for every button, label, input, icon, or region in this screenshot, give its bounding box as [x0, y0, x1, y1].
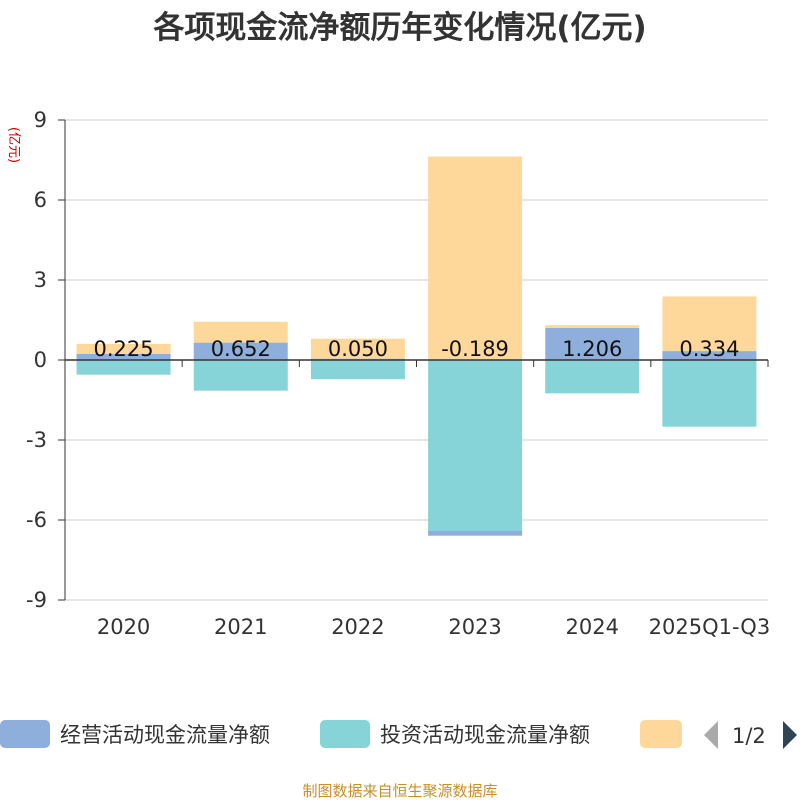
bar-2023-s1[interactable] [428, 360, 523, 531]
value-labels: 0.225 0.652 0.050 -0.189 1.206 0.334 [94, 337, 740, 361]
bar-2020-s1[interactable] [76, 360, 171, 375]
y-tick-label: -9 [26, 588, 47, 612]
bar-2020-s0[interactable] [76, 354, 171, 360]
tick-labels: 9 6 3 0 -3 -6 -9 2020 2021 2022 2023 2024 2025Q1-Q3 [26, 108, 770, 639]
x-tick-label: 2023 [448, 615, 501, 639]
y-tick-label: 3 [34, 268, 47, 292]
value-label-2020: 0.225 [94, 337, 154, 361]
gridlines [65, 119, 768, 601]
axes [64, 120, 769, 600]
bar-2021-s1[interactable] [193, 360, 288, 391]
bar-2021-s0[interactable] [193, 342, 288, 360]
legend-page-indicator: 1/2 [732, 724, 766, 748]
value-label-2022: 0.050 [328, 337, 388, 361]
y-tick-label: 6 [34, 188, 47, 212]
bar-2023-s0[interactable] [428, 530, 523, 536]
x-tick-label: 2020 [97, 615, 150, 639]
bar-2025Q1-Q3-s0[interactable] [662, 351, 757, 360]
legend-swatch-investing[interactable] [320, 720, 370, 748]
value-label-2023: -0.189 [441, 337, 509, 361]
value-label-2021: 0.652 [211, 337, 271, 361]
y-axis-unit: (亿元) [6, 127, 21, 163]
legend-swatch-financing[interactable] [640, 720, 682, 748]
legend-prev-page-icon[interactable] [704, 721, 718, 749]
legend: 经营活动现金流量净额 投资活动现金流量净额 1/2 [0, 720, 797, 749]
value-label-2025Q1-Q3: 0.334 [679, 337, 739, 361]
bar-2022-s2[interactable] [310, 338, 405, 359]
source-note: 制图数据来自恒生聚源数据库 [302, 782, 497, 800]
x-tick-label: 2021 [214, 615, 267, 639]
bar-2023-s2[interactable] [428, 156, 523, 360]
bar-2024-s0[interactable] [545, 327, 640, 360]
bar-2024-s2[interactable] [545, 325, 640, 328]
bar-2020-s2[interactable] [76, 343, 171, 354]
bar-2021-s2[interactable] [193, 321, 288, 343]
bar-2022-s1[interactable] [310, 360, 405, 380]
chart-title: 各项现金流净额历年变化情况(亿元) [152, 10, 646, 46]
x-tick-label: 2024 [566, 615, 619, 639]
legend-swatch-operating[interactable] [0, 720, 50, 748]
y-tick-label: 0 [34, 348, 47, 372]
y-tick-label: -6 [26, 508, 47, 532]
x-tick-label: 2025Q1-Q3 [649, 615, 771, 639]
y-tick-label: 9 [34, 108, 47, 132]
bar-2025Q1-Q3-s1[interactable] [662, 360, 757, 427]
bar-2025Q1-Q3-s2[interactable] [662, 296, 757, 352]
bars [76, 156, 757, 536]
y-tick-label: -3 [26, 428, 47, 452]
value-label-2024: 1.206 [562, 337, 622, 361]
legend-label-operating[interactable]: 经营活动现金流量净额 [60, 723, 270, 747]
legend-label-investing[interactable]: 投资活动现金流量净额 [380, 723, 590, 747]
x-tick-label: 2022 [331, 615, 384, 639]
legend-next-page-icon[interactable] [783, 721, 797, 749]
bar-2024-s1[interactable] [545, 360, 640, 394]
